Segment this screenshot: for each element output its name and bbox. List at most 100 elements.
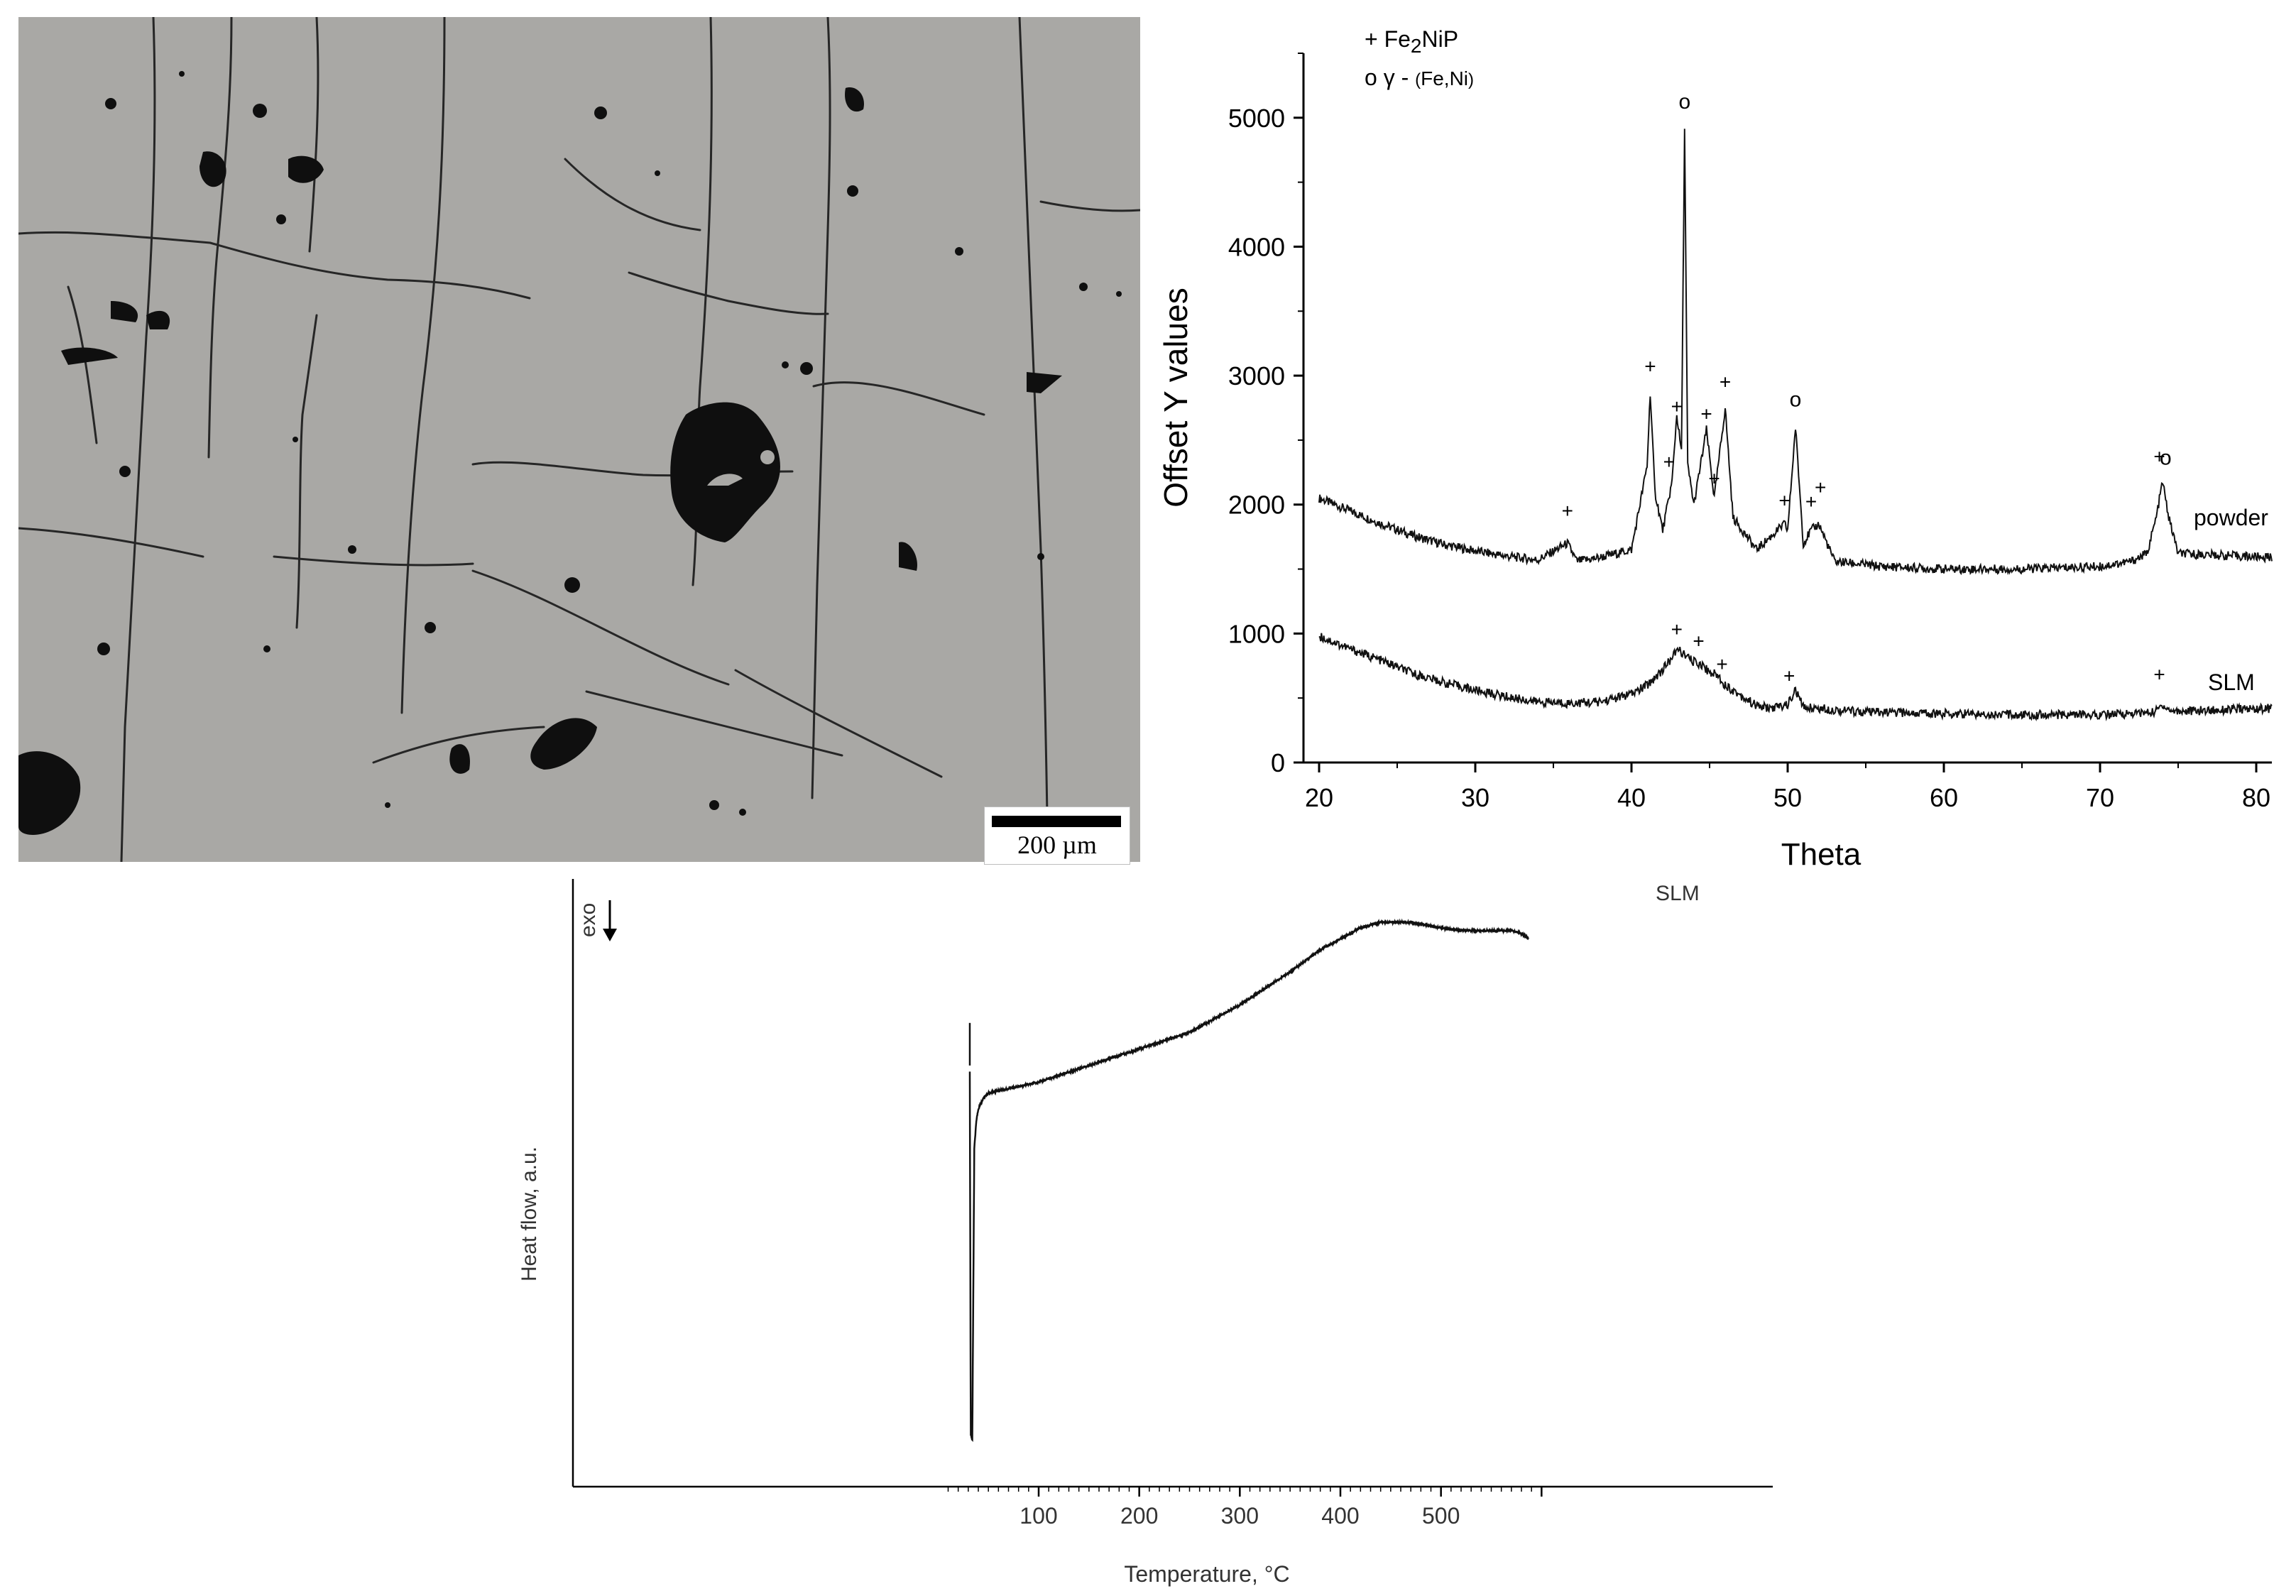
- pore: [199, 151, 226, 187]
- peak-marker: o: [2160, 446, 2172, 469]
- pore: [105, 98, 116, 109]
- peak-marker: +: [1778, 489, 1790, 511]
- crack: [734, 669, 943, 778]
- pore: [18, 751, 81, 835]
- y-tick-label: 0: [1271, 748, 1285, 777]
- x-tick-label: 100: [1019, 1503, 1057, 1529]
- dsc-chart-svg: 100 200 300 400 500 SLM exo Temperature, °C …: [518, 879, 1773, 1587]
- exo-arrow-head: [603, 929, 617, 941]
- series-label: powder: [2194, 505, 2268, 530]
- legend-label-part: Fe,Ni: [1421, 67, 1468, 89]
- pore-group: [18, 71, 1122, 835]
- y-tick-label: 3000: [1228, 361, 1285, 390]
- crack: [308, 16, 319, 253]
- pore: [955, 247, 963, 256]
- x-tick-label: 200: [1120, 1503, 1158, 1529]
- legend-label-subscript: 2: [1411, 35, 1422, 57]
- peak-marker: +: [1644, 355, 1656, 377]
- y-tick-label: 4000: [1228, 232, 1285, 261]
- pore: [348, 545, 356, 554]
- crack: [628, 271, 829, 315]
- dsc-x-axis-title: Temperature, °C: [1124, 1561, 1289, 1587]
- x-tick-label: 20: [1305, 783, 1333, 812]
- crack: [120, 16, 156, 863]
- peak-marker: +: [2153, 446, 2165, 468]
- pore: [179, 71, 185, 77]
- peak-marker: +: [1720, 371, 1731, 393]
- peak-marker: o: [1678, 90, 1690, 114]
- pore: [800, 362, 813, 375]
- pore: [293, 437, 298, 442]
- pore: [1116, 291, 1122, 297]
- crack: [372, 726, 545, 764]
- pore: [119, 466, 131, 477]
- legend-entry-fe2nip: + Fe2NiP: [1365, 26, 1458, 57]
- crack: [17, 527, 204, 558]
- xrd-y-axis-title: Offset Y values: [1157, 288, 1194, 507]
- crack: [207, 16, 233, 459]
- micrograph-svg: [17, 16, 1142, 863]
- pore: [97, 643, 110, 655]
- pore: [288, 155, 324, 183]
- pore: [1079, 283, 1088, 291]
- pore: [1037, 553, 1044, 560]
- peak-marker: +: [1693, 630, 1704, 652]
- crack: [585, 690, 843, 757]
- crack: [1018, 16, 1049, 863]
- pore: [709, 800, 719, 810]
- x-tick-label: 400: [1321, 1503, 1359, 1529]
- x-tick-label: 50: [1773, 783, 1802, 812]
- peak-marker: +: [1716, 653, 1727, 675]
- pore: [782, 361, 789, 368]
- xrd-legend: + Fe2NiP o γ - (Fe,Ni): [1365, 26, 1474, 90]
- legend-label-paren: (: [1415, 70, 1421, 89]
- pore: [739, 809, 746, 816]
- peak-marker: +: [1805, 491, 1817, 513]
- peak-marker: +: [1815, 476, 1826, 498]
- peak-marker: o: [1790, 388, 1802, 412]
- x-tick-label: 80: [2242, 783, 2270, 812]
- legend-label-part: γ -: [1384, 65, 1415, 90]
- pore-highlight-group: [707, 450, 775, 486]
- crack: [811, 16, 831, 799]
- scale-bar-line: [992, 816, 1121, 827]
- legend-label-part: Fe: [1384, 26, 1411, 52]
- exo-label: exo: [576, 903, 600, 937]
- xrd-annotations: ++++o++++o+++o++++ +: [1562, 90, 2172, 687]
- legend-label-paren: ): [1468, 70, 1474, 89]
- x-tick-label: 300: [1221, 1503, 1259, 1529]
- dsc-series-line-slm: [968, 918, 1530, 1442]
- xrd-series-line-powder: [1318, 129, 2273, 576]
- dsc-y-axis-title: Heat flow, a.u.: [518, 1147, 541, 1281]
- peak-marker: +: [1671, 618, 1683, 640]
- peak-marker: +: [1671, 395, 1683, 417]
- y-tick-label: 2000: [1228, 491, 1285, 520]
- peak-marker: +: [1700, 403, 1712, 425]
- crack: [273, 555, 474, 567]
- pore: [670, 402, 780, 542]
- micrograph-image: 200 µm: [17, 16, 1142, 865]
- pore-highlight: [760, 450, 775, 464]
- y-tick-label: 5000: [1228, 104, 1285, 133]
- x-tick-label: 60: [1930, 783, 1958, 812]
- dsc-series-labels: SLM: [1656, 882, 1700, 905]
- xrd-x-axis-title: Theta: [1781, 837, 1862, 872]
- scale-bar-label: 200 µm: [1017, 831, 1097, 859]
- x-tick-label: 500: [1422, 1503, 1460, 1529]
- xrd-series: [1318, 129, 2273, 722]
- crack: [564, 158, 701, 231]
- xrd-chart: 20 30 40 50 60 70 80 0 1000 2000 3000 4000 5000 + + + +…: [1136, 0, 2296, 880]
- pore: [425, 622, 436, 633]
- xrd-axes: [1302, 53, 2272, 764]
- crack: [400, 16, 446, 714]
- pore: [845, 87, 864, 112]
- pore: [899, 542, 917, 571]
- pore: [847, 185, 858, 197]
- pore: [276, 214, 286, 224]
- pore-highlight: [707, 474, 743, 486]
- pore: [594, 106, 607, 119]
- peak-marker: +: [1783, 665, 1795, 687]
- series-label: SLM: [2208, 669, 2255, 695]
- x-tick-label: 70: [2086, 783, 2114, 812]
- legend-label-part: NiP: [1422, 26, 1459, 52]
